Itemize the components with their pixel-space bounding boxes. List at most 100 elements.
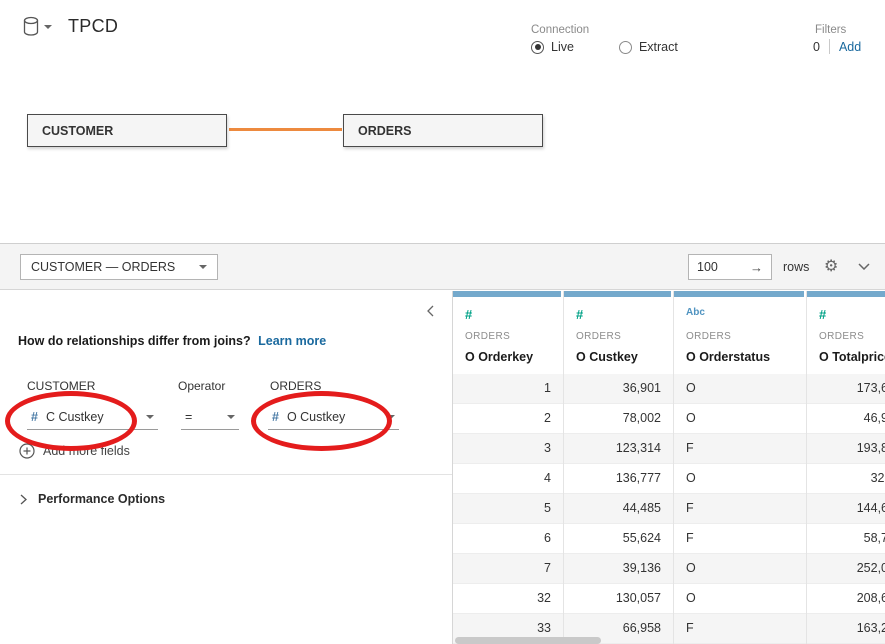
grid-cell: 144,6 [807,494,885,524]
grid-cell: 6 [453,524,563,554]
connection-live-label: Live [551,40,574,54]
pane-divider [0,474,452,475]
database-caret-icon [44,24,52,29]
grid-cell: 36,901 [564,374,673,404]
filters-count: 0 [813,39,820,54]
grid-column: # ORDERS O Custkey 36,901 78,002 123,314 136,7… [564,291,674,644]
radio-unselected-icon [618,40,632,54]
relationship-selector-value: CUSTOMER — ORDERS [31,260,176,274]
right-table-column-label: ORDERS [270,379,322,393]
add-more-fields-button[interactable]: Add more fields [19,443,130,459]
table-node-customer[interactable]: CUSTOMER [27,114,227,147]
relationship-selector-dropdown[interactable]: CUSTOMER — ORDERS [20,254,218,280]
grid-cell: O [674,584,806,614]
number-type-icon: # [31,409,38,424]
rows-count-input[interactable]: 100 → [688,254,772,280]
operator-dropdown[interactable]: = [181,404,239,430]
grid-cell: 208,6 [807,584,885,614]
grid-cell: F [674,494,806,524]
filters-divider [828,39,830,54]
grid-cell: O [674,464,806,494]
chevron-down-icon [199,265,207,269]
collapse-pane-chevron-left-icon[interactable] [426,305,434,317]
grid-cell: 32 [453,584,563,614]
grid-cell: 5 [453,494,563,524]
grid-cell: 78,002 [564,404,673,434]
operator-column-label: Operator [178,379,226,393]
grid-cell: 4 [453,464,563,494]
filters-label: Filters [815,24,847,36]
column-header[interactable]: # ORDERS O Orderkey [453,297,563,374]
column-header[interactable]: # ORDERS O Totalprice [807,297,885,374]
left-table-column-label: CUSTOMER [27,379,96,393]
chevron-down-icon [146,414,154,419]
column-table-label: ORDERS [819,331,865,342]
number-type-icon: # [272,409,279,424]
column-accent-strip [453,291,561,297]
column-field-name: O Orderstatus [686,350,771,364]
database-icon [23,16,39,36]
left-field-dropdown[interactable]: # C Custkey [27,404,158,430]
column-field-name: O Totalprice [819,350,885,364]
right-field-value: O Custkey [286,409,346,424]
grid-cell: 44,485 [564,494,673,524]
chevron-down-icon [227,414,235,419]
database-menu-button[interactable] [22,16,52,37]
learn-more-link[interactable]: Learn more [258,334,327,348]
column-accent-strip [564,291,671,297]
horizontal-scrollbar-thumb[interactable] [455,637,601,644]
relationships-question-text: How do relationships differ from joins? … [18,334,326,348]
datasource-title[interactable]: TPCD [68,16,119,36]
right-field-dropdown[interactable]: # O Custkey [268,404,399,430]
number-type-icon[interactable]: # [465,307,473,322]
radio-selected-icon [531,40,544,54]
relationship-noodle[interactable] [229,128,342,131]
question-label: How do relationships differ from joins? [18,334,251,348]
left-field-value: C Custkey [45,409,104,424]
grid-cell: 39,136 [564,554,673,584]
grid-cell: 163,2 [807,614,885,644]
grid-cell: 193,8 [807,434,885,464]
grid-cell: 58,7 [807,524,885,554]
filters-add-button[interactable]: Add [838,39,862,54]
grid-cell: 173,6 [807,374,885,404]
preview-toolbar: CUSTOMER — ORDERS 100 → rows ⚙ [0,244,885,290]
grid-cell: F [674,434,806,464]
grid-cell: 252,0 [807,554,885,584]
grid-cell: 1 [453,374,563,404]
grid-column: Abc ORDERS O Orderstatus O O F O F F O O F [674,291,807,644]
chevron-right-icon [20,494,27,504]
connection-live-radio[interactable]: Live [531,40,574,54]
grid-cell: F [674,614,806,644]
connection-extract-label: Extract [638,40,678,54]
grid-cell: 136,777 [564,464,673,494]
column-table-label: ORDERS [465,331,511,342]
connection-extract-radio[interactable]: Extract [618,40,678,54]
number-type-icon[interactable]: # [819,307,827,322]
grid-cell: 123,314 [564,434,673,464]
grid-cell: O [674,404,806,434]
number-type-icon[interactable]: # [576,307,584,322]
connection-label: Connection [531,24,590,36]
add-more-fields-label: Add more fields [43,444,130,458]
bottom-panel: CUSTOMER — ORDERS 100 → rows ⚙ How do re… [0,243,885,644]
grid-cell: 7 [453,554,563,584]
gear-icon[interactable]: ⚙ [824,256,839,275]
column-field-name: O Custkey [576,350,638,364]
apply-rows-arrow-icon[interactable]: → [750,259,763,275]
relationship-editor-pane: How do relationships differ from joins? … [0,291,453,644]
string-type-icon[interactable]: Abc [686,307,705,318]
grid-column: # ORDERS O Orderkey 1 2 3 4 5 6 7 32 33 [453,291,564,644]
grid-cell: 130,057 [564,584,673,614]
column-header[interactable]: Abc ORDERS O Orderstatus [674,297,806,374]
table-node-orders[interactable]: ORDERS [343,114,543,147]
data-preview-grid: # ORDERS O Orderkey 1 2 3 4 5 6 7 32 33 # ORDERS O Cus… [453,291,885,644]
grid-column: # ORDERS O Totalprice 173,646,9193,832,144,… [807,291,885,644]
preview-chevron-down-icon[interactable] [858,263,870,270]
chevron-down-icon [387,414,395,419]
performance-options-expander[interactable]: Performance Options [20,492,165,506]
column-table-label: ORDERS [576,331,622,342]
column-header[interactable]: # ORDERS O Custkey [564,297,673,374]
column-accent-strip [674,291,804,297]
